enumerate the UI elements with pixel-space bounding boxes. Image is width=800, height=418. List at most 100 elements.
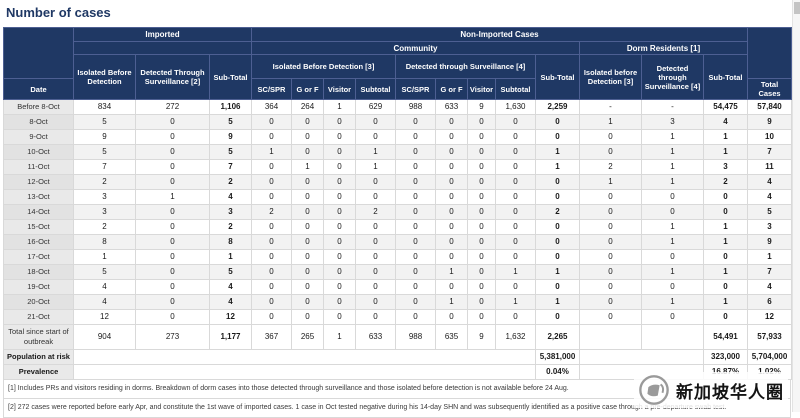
cell: 9	[747, 234, 792, 250]
table-row: 11-Oct 7 0 7 0 1 0 1 0 0 0 0 1 2 1 3 11	[3, 159, 792, 175]
cell: 0	[395, 234, 436, 250]
cell: 0	[641, 249, 704, 265]
cell: 0	[355, 294, 396, 310]
cell: 0	[251, 114, 292, 130]
cell: 1	[291, 159, 324, 175]
table-row: 20-Oct 4 0 4 0 0 0 0 0 1 0 1 1 0 1 1 6	[3, 294, 792, 310]
community-value: 0.04%	[535, 364, 580, 380]
cell: 0	[495, 279, 536, 295]
table-row: 18-Oct 5 0 5 0 0 0 0 0 1 0 1 1 0 1 1 7	[3, 264, 792, 280]
cell: 1	[641, 174, 704, 190]
community-value: 5,381,000	[535, 349, 580, 365]
cell: 0	[355, 114, 396, 130]
cell: 904	[73, 324, 136, 350]
cell: -	[641, 99, 704, 115]
cell: 0	[395, 144, 436, 160]
watermark-text: 新加坡华人圈	[676, 382, 784, 403]
cell: 0	[467, 114, 496, 130]
cell: 0	[467, 309, 496, 325]
cell: 0	[323, 309, 356, 325]
cell: 0	[291, 249, 324, 265]
cell: 0	[435, 234, 468, 250]
cell: 0	[579, 144, 642, 160]
cell: 0	[135, 204, 210, 220]
table-row: 14-Oct 3 0 3 2 0 0 2 0 0 0 0 2 0 0 0 5	[3, 204, 792, 220]
cell: 0	[703, 189, 748, 205]
cell: 0	[251, 219, 292, 235]
cell: 5	[73, 144, 136, 160]
cell: 0	[135, 294, 210, 310]
header-imported-isolated: Isolated Before Detection	[73, 54, 136, 100]
cell: 1	[323, 99, 356, 115]
cell: 1	[73, 249, 136, 265]
header-dorm-isolated: Isolated before Detection [3]	[579, 54, 642, 100]
cell: 0	[579, 279, 642, 295]
cell: 0	[395, 114, 436, 130]
cell: 0	[323, 114, 356, 130]
cell: 2	[209, 174, 252, 190]
cell: 2	[209, 219, 252, 235]
cell: 364	[251, 99, 292, 115]
cell: 1	[535, 264, 580, 280]
cell: 273	[135, 324, 210, 350]
cell: 0	[579, 309, 642, 325]
cell: 9	[747, 114, 792, 130]
cell: 0	[135, 234, 210, 250]
row-date: 8-Oct	[3, 114, 74, 130]
cell: 0	[355, 189, 396, 205]
row-date: 11-Oct	[3, 159, 74, 175]
header-iso-g-or-f: G or F	[291, 78, 324, 100]
cell: 0	[535, 249, 580, 265]
cell: 0	[467, 189, 496, 205]
cell: 1	[703, 264, 748, 280]
cell: 0	[323, 174, 356, 190]
cell: 0	[467, 159, 496, 175]
cell: 0	[495, 204, 536, 220]
cell: 0	[579, 249, 642, 265]
cell: 1	[703, 294, 748, 310]
cell: 0	[579, 129, 642, 145]
cell: 0	[251, 189, 292, 205]
cell: 1	[535, 159, 580, 175]
cell: 0	[495, 309, 536, 325]
cell: 6	[747, 294, 792, 310]
cell: 0	[435, 174, 468, 190]
cell: 4	[209, 294, 252, 310]
cell: 0	[355, 309, 396, 325]
cell: 834	[73, 99, 136, 115]
cell: 57,933	[747, 324, 792, 350]
cell: 0	[135, 309, 210, 325]
cell: 1	[135, 189, 210, 205]
cell: 0	[435, 309, 468, 325]
watermark: 新加坡华人圈	[634, 372, 788, 408]
cell: 5	[73, 264, 136, 280]
vertical-scrollbar[interactable]	[792, 0, 800, 412]
cell: 0	[323, 219, 356, 235]
row-date: 21-Oct	[3, 309, 74, 325]
cell: 1,630	[495, 99, 536, 115]
header-community-subtotal: Sub-Total	[535, 54, 580, 100]
cell: 2	[73, 174, 136, 190]
cell: 1	[641, 144, 704, 160]
cell: 0	[291, 129, 324, 145]
cell: 0	[703, 204, 748, 220]
cell: 0	[467, 174, 496, 190]
header-date: Date	[3, 78, 74, 100]
row-date: 16-Oct	[3, 234, 74, 250]
cell: 0	[641, 309, 704, 325]
cell: -	[579, 99, 642, 115]
cell: 0	[703, 279, 748, 295]
cell: 1	[641, 129, 704, 145]
page-title: Number of cases	[6, 5, 111, 20]
cell: 0	[435, 189, 468, 205]
cell: 0	[535, 174, 580, 190]
cell: 0	[323, 279, 356, 295]
scrollbar-thumb[interactable]	[794, 2, 800, 14]
cell: 3	[73, 189, 136, 205]
cell: 0	[135, 249, 210, 265]
header-imported-detected: Detected Through Surveillance [2]	[135, 54, 210, 100]
cell: 2,265	[535, 324, 580, 350]
imported-spacer	[73, 41, 252, 55]
dorm-value: 323,000	[703, 349, 748, 365]
cell: 1	[355, 159, 396, 175]
